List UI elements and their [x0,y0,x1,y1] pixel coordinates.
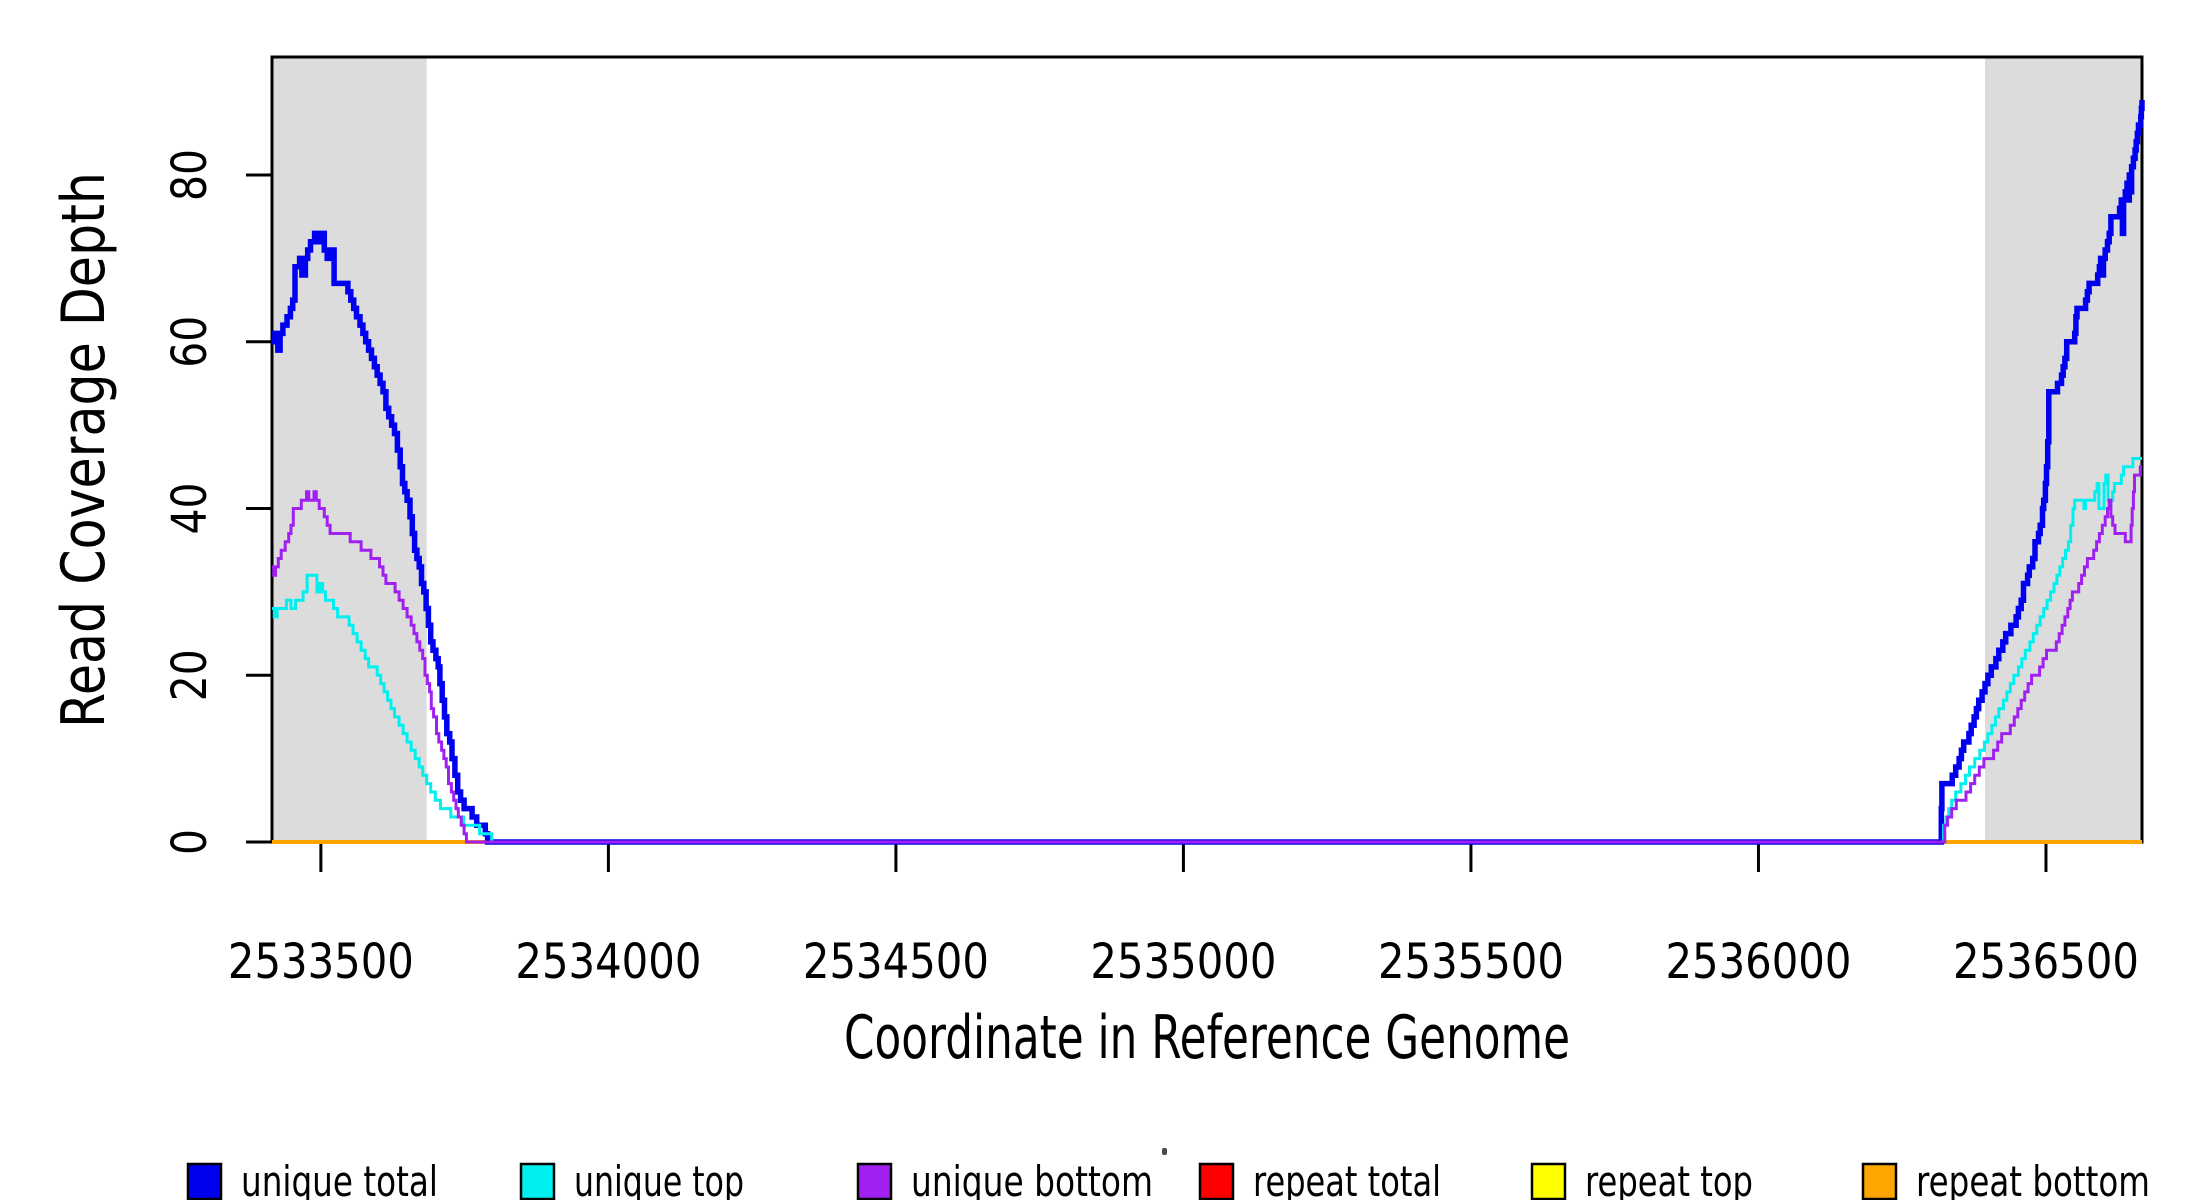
legend-item-repeat-total: repeat total [1198,1157,1441,1204]
legend-item-unique-bottom: unique bottom [856,1157,1153,1204]
y-tick-label: 60 [162,316,218,368]
y-tick-label: 20 [162,649,218,701]
y-tick-label: 40 [162,483,218,535]
legend-swatch [519,1162,556,1201]
x-tick-label: 2536500 [1953,934,2139,990]
legend-swatch [856,1162,893,1201]
series-unique-top [272,457,2142,844]
legend-label: unique total [241,1157,438,1200]
plot-box [270,55,2144,844]
legend-item-repeat-bottom: repeat bottom [1861,1157,2150,1204]
legend-label: unique top [574,1157,744,1200]
x-axis-title: Coordinate in Reference Genome [844,1003,1570,1073]
right-repeat-region [1985,57,2142,842]
legend-item-unique-total: unique total [186,1157,438,1204]
legend-label: repeat bottom [1916,1157,2150,1200]
y-tick-label: 80 [162,149,218,201]
legend-swatch [1861,1162,1898,1201]
legend-swatch [186,1162,223,1201]
legend-swatch [1530,1162,1567,1201]
legend-label: repeat total [1253,1157,1441,1200]
x-tick-label: 2534500 [803,934,989,990]
y-tick-label: 0 [162,829,218,855]
x-tick-label: 2534000 [515,934,701,990]
series-unique-total [272,100,2145,845]
x-tick-label: 2535500 [1378,934,1564,990]
series-unique-bottom [272,465,2142,844]
y-axis-title: Read Coverage Depth [49,172,119,728]
legend-swatch [1198,1162,1235,1201]
legend-item-repeat-top: repeat top [1530,1157,1753,1204]
stray-dot [1162,1148,1167,1155]
legend-label: unique bottom [911,1157,1153,1200]
x-tick-label: 2535000 [1090,934,1276,990]
legend-item-unique-top: unique top [519,1157,744,1204]
legend-label: repeat top [1585,1157,1753,1200]
x-tick-label: 2533500 [228,934,414,990]
x-tick-label: 2536000 [1665,934,1851,990]
